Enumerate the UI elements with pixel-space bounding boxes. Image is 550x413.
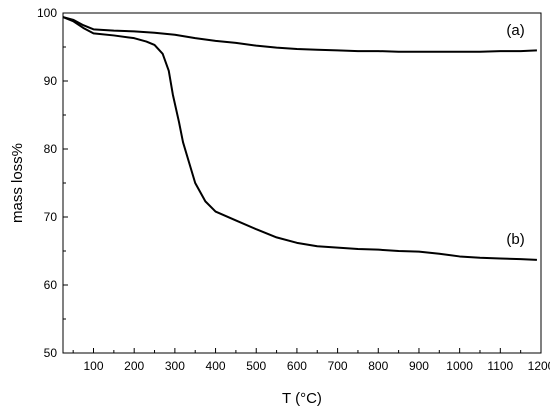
curve-annotation: (a) — [506, 22, 524, 39]
plot-area-frame — [62, 12, 542, 354]
x-tick-label: 200 — [124, 359, 144, 373]
series-layer — [62, 16, 537, 261]
x-tick-label: 900 — [409, 359, 429, 373]
x-tick-label: 700 — [328, 359, 348, 373]
annotation-layer: (a) (b) — [506, 22, 524, 248]
axis-ticks — [63, 12, 542, 354]
x-tick-label: 1200 — [528, 359, 550, 373]
x-tick-label: 600 — [287, 359, 307, 373]
y-tick-label: 70 — [44, 210, 58, 224]
x-tick-label: 300 — [165, 359, 185, 373]
y-tick-label: 100 — [37, 6, 57, 20]
x-axis-label: T (°C) — [282, 390, 322, 407]
x-tick-label: 1100 — [487, 359, 513, 373]
x-tick-label: 800 — [368, 359, 388, 373]
x-tick-label: 1000 — [446, 359, 473, 373]
series-line-b — [62, 16, 537, 261]
x-tick-label: 500 — [246, 359, 266, 373]
y-tick-label: 80 — [44, 142, 58, 156]
tick-labels: 100 200 300 400 500 600 700 800 900 1000 1100 1200 5… — [37, 6, 550, 373]
x-tick-label: 100 — [83, 359, 103, 373]
series-line-a — [62, 16, 537, 53]
y-axis-label: mass loss% — [9, 143, 26, 223]
y-tick-label: 60 — [44, 278, 58, 292]
y-tick-label: 90 — [44, 74, 58, 88]
curve-annotation: (b) — [506, 231, 524, 248]
y-tick-label: 50 — [44, 346, 58, 360]
x-tick-label: 400 — [206, 359, 226, 373]
